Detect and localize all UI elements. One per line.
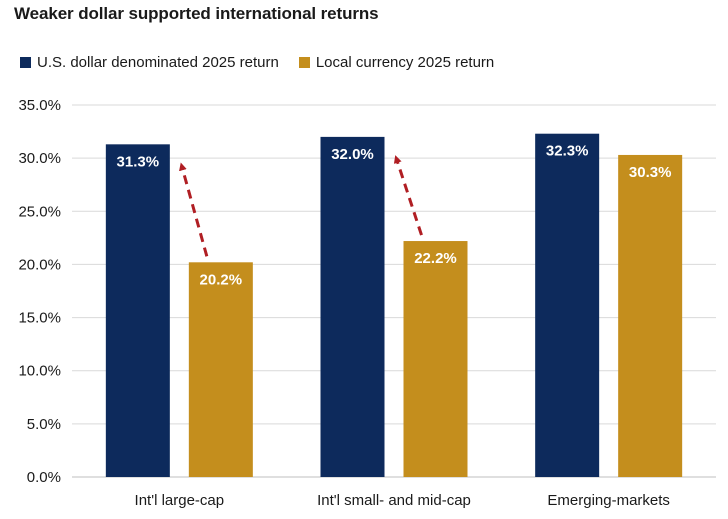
y-tick-label: 30.0%	[18, 150, 61, 167]
y-tick-label: 10.0%	[18, 363, 61, 380]
y-tick-label: 25.0%	[18, 203, 61, 220]
bar-local	[188, 262, 253, 477]
y-tick-label: 20.0%	[18, 256, 61, 273]
data-label: 22.2%	[414, 250, 457, 267]
bar-local	[618, 154, 683, 477]
y-tick-label: 15.0%	[18, 310, 61, 327]
chart-title: Weaker dollar supported international re…	[14, 4, 379, 23]
y-tick-label: 5.0%	[27, 416, 61, 433]
category-label: Int'l small- and mid-cap	[317, 492, 471, 509]
legend-item-usd: U.S. dollar denominated 2025 return	[20, 54, 279, 71]
bar-local	[403, 241, 468, 477]
data-label: 32.3%	[546, 143, 589, 160]
legend: U.S. dollar denominated 2025 return Loca…	[20, 54, 514, 71]
data-label: 20.2%	[200, 271, 243, 288]
legend-item-local: Local currency 2025 return	[298, 54, 495, 71]
category-label: Emerging-markets	[547, 492, 670, 509]
legend-swatch-usd	[20, 57, 31, 68]
dashed-arrow	[179, 162, 209, 257]
category-label: Int'l large-cap	[135, 492, 225, 509]
bar-usd	[105, 144, 170, 477]
dashed-arrow	[393, 155, 423, 236]
y-tick-label: 0.0%	[27, 469, 61, 486]
bar-usd	[535, 133, 600, 477]
bar-usd	[320, 136, 385, 477]
legend-label-local: Local currency 2025 return	[315, 54, 495, 71]
data-label: 32.0%	[331, 146, 374, 163]
legend-label-usd: U.S. dollar denominated 2025 return	[37, 54, 279, 71]
legend-swatch-local	[298, 57, 310, 68]
data-label: 30.3%	[629, 164, 672, 181]
y-tick-label: 35.0%	[18, 97, 61, 114]
data-label: 31.3%	[117, 153, 160, 170]
